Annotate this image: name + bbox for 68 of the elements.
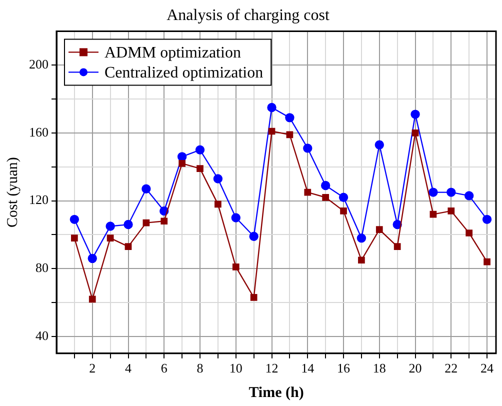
point [106, 222, 115, 231]
point [320, 180, 330, 190]
y-tick-label: 120 [29, 192, 48, 208]
point [106, 234, 114, 242]
y-tick-label: 160 [29, 124, 48, 140]
point [213, 174, 223, 184]
point [249, 232, 258, 241]
point [70, 214, 80, 224]
x-tick-label: 2 [89, 360, 96, 376]
x-axis-title: Time (h) [248, 384, 304, 401]
point [124, 243, 132, 250]
y-tick-label: 40 [36, 328, 48, 343]
point [466, 230, 473, 236]
legend-label: Centralized optimization [104, 64, 264, 82]
point [428, 188, 438, 197]
point [412, 130, 419, 136]
x-tick-label: 16 [337, 360, 351, 376]
point [232, 263, 240, 270]
point [142, 219, 150, 226]
y-tick-label: 200 [29, 56, 48, 72]
y-tick-label: 80 [36, 260, 48, 276]
point [484, 258, 490, 266]
point [178, 160, 186, 167]
point [177, 152, 187, 162]
x-tick-label: 4 [125, 360, 132, 376]
chart-title: Analysis of charging cost [166, 6, 330, 24]
point [88, 296, 96, 303]
legend-label: ADMM optimization [104, 44, 241, 62]
point [338, 192, 348, 202]
point [464, 191, 474, 200]
point [124, 220, 133, 230]
point [304, 188, 312, 196]
point [358, 256, 365, 264]
point [196, 165, 204, 172]
y-axis-title: Cost (yuan) [4, 157, 21, 228]
point [448, 208, 455, 214]
point [410, 110, 420, 119]
x-tick-label: 24 [480, 360, 494, 376]
point [394, 243, 401, 250]
point [446, 188, 456, 197]
point [303, 144, 312, 153]
point [195, 145, 205, 155]
point [322, 194, 330, 201]
point [376, 226, 383, 234]
x-tick-label: 8 [196, 360, 204, 376]
x-tick-label: 22 [444, 360, 458, 376]
point [88, 254, 97, 264]
x-tick-label: 12 [265, 360, 278, 376]
point [268, 128, 276, 135]
point [285, 113, 294, 122]
point [267, 102, 276, 112]
point [286, 131, 294, 138]
x-tick-label: 18 [372, 360, 386, 376]
point [142, 184, 151, 194]
point [250, 294, 258, 301]
x-tick-label: 10 [229, 360, 242, 376]
point [430, 210, 437, 218]
x-tick-label: 20 [408, 360, 422, 376]
x-tick-label: 6 [160, 360, 168, 376]
point [374, 140, 384, 150]
point [214, 200, 222, 208]
point [482, 214, 492, 224]
point [231, 213, 240, 222]
point [71, 234, 78, 242]
x-tick-label: 14 [301, 360, 315, 376]
point [356, 233, 366, 243]
point [160, 218, 168, 225]
point [340, 208, 347, 214]
